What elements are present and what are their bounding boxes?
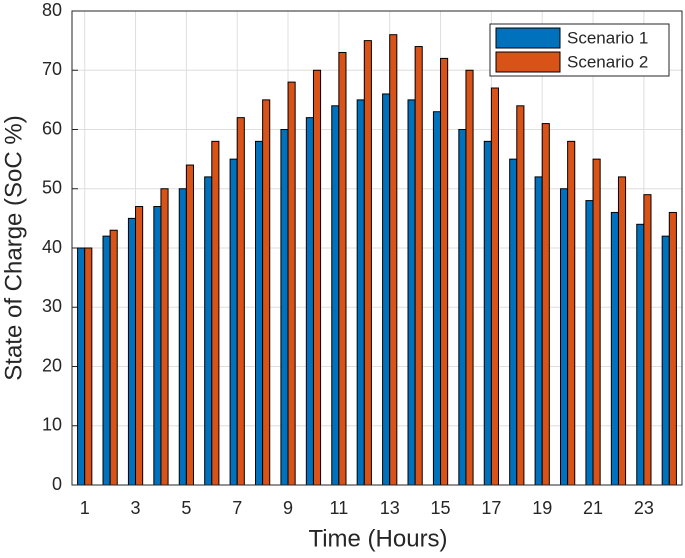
bar	[643, 194, 652, 486]
legend-label: Scenario 2	[567, 52, 648, 71]
bar	[102, 235, 111, 486]
x-tick-label: 15	[431, 498, 451, 518]
x-tick-label: 11	[330, 498, 349, 518]
bar	[135, 206, 144, 486]
legend-swatch	[495, 27, 561, 49]
y-tick-label: 20	[42, 355, 62, 375]
bar	[211, 140, 220, 486]
bar	[440, 57, 449, 486]
bar	[592, 158, 601, 486]
x-axis-label: Time (Hours)	[308, 525, 447, 552]
bar	[204, 176, 213, 486]
x-tick-label: 21	[583, 498, 603, 518]
bar	[109, 229, 118, 486]
bar	[534, 176, 543, 486]
legend-label: Scenario 1	[567, 28, 648, 47]
bar	[255, 140, 264, 486]
bar	[363, 40, 372, 486]
bar	[509, 158, 518, 486]
bar	[567, 140, 576, 486]
legend-swatch	[495, 51, 561, 73]
bar	[229, 158, 238, 486]
bar	[178, 188, 187, 486]
bar	[127, 217, 137, 486]
bar	[160, 188, 169, 486]
y-tick-label: 40	[42, 237, 62, 257]
bar	[331, 105, 340, 486]
bar	[280, 129, 289, 486]
bar	[84, 247, 93, 486]
bar	[617, 176, 627, 486]
bar	[585, 200, 594, 486]
x-tick-label: 19	[532, 498, 552, 518]
bar	[668, 211, 677, 486]
bar	[516, 105, 525, 486]
x-tick-label: 3	[131, 498, 141, 518]
x-tick-label: 7	[232, 498, 242, 518]
y-tick-label: 60	[42, 118, 62, 138]
bar	[287, 81, 296, 486]
bar	[153, 206, 162, 486]
bar	[389, 34, 398, 486]
bar	[338, 51, 347, 486]
bar	[305, 117, 314, 486]
bar	[661, 235, 670, 486]
bar	[407, 99, 416, 486]
y-axis-label: State of Charge (SoC %)	[0, 115, 27, 380]
plot-frame	[71, 10, 683, 486]
bar	[541, 123, 550, 486]
y-tick-label: 30	[42, 296, 62, 316]
x-tick-label: 13	[380, 498, 400, 518]
y-tick-label: 70	[42, 59, 62, 79]
bar	[185, 164, 194, 486]
y-tick-label: 0	[52, 474, 62, 494]
bar	[77, 247, 86, 486]
y-tick-label: 10	[42, 415, 62, 435]
bar	[610, 211, 619, 486]
bar	[483, 140, 492, 486]
bar	[465, 69, 474, 486]
bar	[432, 111, 442, 486]
bar	[636, 223, 645, 486]
bar	[356, 99, 365, 486]
x-tick-label: 1	[80, 498, 90, 518]
x-tick-label: 17	[481, 498, 501, 518]
bar	[490, 87, 499, 486]
bar	[414, 46, 423, 486]
bar	[382, 93, 391, 486]
bar	[312, 69, 322, 486]
bar	[560, 188, 569, 486]
bar	[262, 99, 271, 486]
x-tick-label: 5	[181, 498, 191, 518]
bar	[458, 129, 467, 486]
y-tick-label: 50	[42, 178, 62, 198]
y-tick-label: 80	[42, 0, 62, 20]
x-tick-label: 9	[283, 498, 293, 518]
bar	[236, 117, 245, 486]
x-tick-label: 23	[634, 498, 654, 518]
